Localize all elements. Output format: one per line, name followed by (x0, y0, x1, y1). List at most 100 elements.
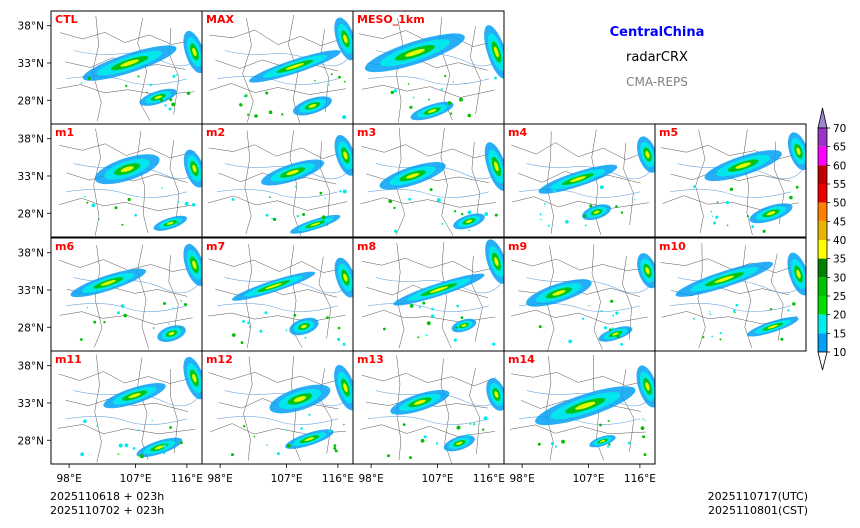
province-boundary (511, 142, 646, 160)
radar-echo-speck (780, 337, 784, 341)
radar-echo-patch (575, 401, 596, 410)
province-boundary (591, 129, 602, 235)
radar-echo-speck (91, 203, 96, 208)
radar-echo-speck (713, 221, 716, 225)
lat-tick-label: 33°N (18, 398, 44, 410)
radar-echo-speck (166, 220, 169, 224)
radar-echo-speck (640, 426, 645, 430)
province-boundary (361, 373, 496, 387)
panel-label: m11 (55, 353, 82, 366)
panel-label: m3 (357, 126, 376, 139)
radar-echo-speck (137, 429, 140, 431)
radar-echo-speck (538, 325, 542, 329)
province-boundary (243, 356, 253, 461)
map-panel-m5: m5 (654, 123, 807, 238)
radar-echo-speck (469, 423, 472, 425)
radar-echo-speck (787, 309, 790, 312)
radar-echo-speck (247, 113, 250, 116)
radar-echo-speck (426, 321, 431, 326)
radar-echo-speck (583, 214, 587, 218)
radar-echo-speck (83, 419, 87, 424)
province-boundary (94, 354, 102, 463)
province-boundary (244, 130, 252, 234)
panel-label: MAX (206, 13, 234, 26)
river-line (526, 277, 653, 294)
radar-echo-speck (644, 419, 646, 421)
lat-tick-label: 28°N (18, 322, 44, 334)
radar-echo-speck (172, 307, 174, 309)
colorbar-segment (818, 277, 827, 296)
radar-echo-speck (87, 76, 91, 80)
panel-label: m12 (206, 353, 233, 366)
lat-tick-label: 28°N (18, 208, 44, 220)
radar-echo-speck (609, 328, 612, 332)
radar-echo-speck (172, 74, 176, 78)
radar-echo-speck (121, 223, 124, 226)
radar-echo-speck (139, 454, 144, 459)
radar-echo-speck (80, 82, 83, 84)
panel-label: m13 (357, 353, 384, 366)
lon-tick-label: 116°E (624, 473, 656, 485)
radar-echo-speck (453, 210, 457, 213)
map-panel-CTL: CTL (50, 10, 203, 125)
panel-frame (503, 350, 656, 465)
radar-echo-speck (179, 326, 182, 329)
province-boundary (623, 142, 634, 225)
radar-echo-speck (149, 83, 152, 87)
radar-echo-patch (154, 95, 163, 100)
radar-echo-speck (152, 327, 155, 329)
province-boundary (209, 29, 346, 46)
panel-map-content (57, 354, 202, 463)
radar-echo-speck (96, 425, 99, 428)
province-boundary (396, 17, 404, 123)
radar-echo-speck (455, 326, 458, 329)
radar-echo-speck (264, 311, 268, 315)
radar-echo-speck (762, 229, 766, 233)
radar-echo-patch (310, 222, 321, 227)
radar-echo-speck (466, 433, 469, 437)
province-boundary (471, 141, 481, 225)
panel-map-content (56, 15, 202, 122)
province-boundary (510, 424, 647, 435)
colorbar-level-label: 25 (833, 291, 846, 303)
radar-echo-patch (166, 221, 174, 225)
panel-map-content (207, 130, 353, 237)
radar-echo-speck (734, 311, 736, 314)
radar-echo-speck (259, 329, 263, 333)
province-boundary (319, 141, 330, 227)
province-boundary (743, 129, 753, 236)
radar-echo-patch (120, 59, 139, 67)
radar-echo-patch (285, 63, 305, 70)
panel-map-content (511, 129, 655, 235)
radar-echo-patch (612, 332, 619, 336)
radar-echo-speck (243, 95, 246, 98)
radar-echo-patch (265, 283, 282, 290)
radar-echo-speck (242, 320, 245, 323)
radar-echo-speck (589, 204, 593, 208)
radar-echo-speck (232, 333, 236, 337)
river-line (66, 189, 187, 198)
radar-echo-patch (343, 151, 348, 160)
panel-label: m6 (55, 240, 74, 253)
radar-echo-speck (468, 229, 471, 232)
river-line (368, 416, 489, 425)
colorbar-segment (818, 314, 827, 334)
radar-echo-speck (383, 327, 386, 331)
variable-title: radarCRX (626, 50, 688, 65)
radar-echo-speck (600, 185, 604, 190)
panel-map-content (208, 356, 353, 462)
panel-label: m5 (659, 126, 678, 139)
radar-echo-speck (552, 189, 556, 193)
radar-echo-patch (645, 267, 650, 275)
radar-echo-speck (417, 336, 420, 339)
lat-tick-label: 28°N (18, 95, 44, 107)
radar-echo-speck (795, 185, 799, 189)
radar-echo-speck (408, 197, 412, 201)
radar-echo-speck (455, 228, 457, 230)
radar-echo-patch (192, 260, 197, 270)
radar-echo-patch (796, 147, 801, 155)
radar-echo-speck (328, 84, 330, 86)
radar-echo-speck (393, 89, 397, 93)
radar-echo-patch (427, 109, 437, 113)
